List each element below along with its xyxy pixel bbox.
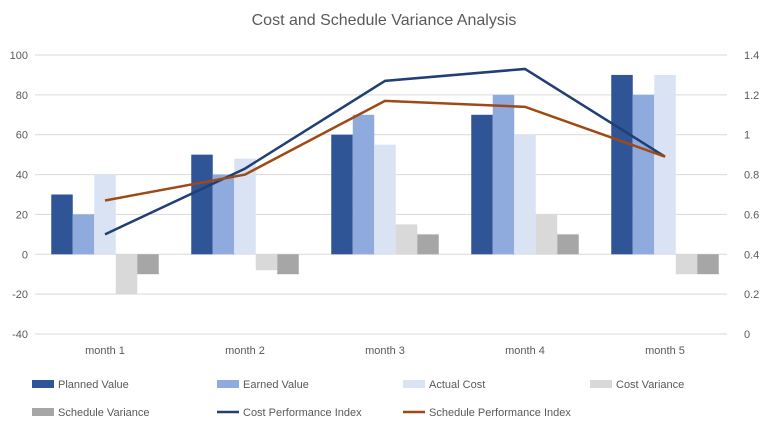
bar-earned-value: [72, 214, 95, 255]
y2-tick-label: 0: [744, 329, 750, 341]
legend-earned-value-label: Earned Value: [243, 379, 309, 391]
y2-tick-label: 0.4: [744, 249, 759, 261]
bar-planned-value: [471, 114, 493, 255]
y2-tick-label: 0.6: [744, 209, 759, 221]
bar-planned-value: [191, 154, 213, 255]
line-cost-performance-index: [104, 67, 666, 236]
bar-actual-cost: [654, 74, 676, 255]
line-schedule-performance-index: [104, 99, 666, 202]
bar-cost-variance: [535, 214, 558, 255]
x-tick-label: month 5: [645, 345, 685, 357]
bar-earned-value: [212, 174, 235, 255]
y2-tick-label: 0.8: [744, 170, 759, 182]
bar-planned-value: [611, 74, 633, 255]
bar-earned-value: [632, 94, 655, 255]
bar-schedule-variance: [417, 234, 439, 255]
y2-tick-label: 1: [744, 130, 750, 142]
x-tick-label: month 3: [365, 345, 405, 357]
y-tick-label: -40: [12, 329, 28, 341]
bar-earned-value: [352, 114, 375, 255]
x-tick-label: month 2: [225, 345, 265, 357]
legend-cost-variance-label: Cost Variance: [616, 379, 684, 391]
bar-schedule-variance: [277, 254, 299, 275]
bar-planned-value: [331, 134, 353, 255]
legend-planned-value-swatch: [32, 380, 54, 388]
bar-schedule-variance: [697, 254, 719, 275]
x-tick-label: month 1: [85, 345, 125, 357]
legend-cost-performance-index-label: Cost Performance Index: [243, 407, 362, 419]
bar-schedule-variance: [557, 234, 579, 255]
y2-tick-label: 1.2: [744, 90, 759, 102]
y-tick-label: 80: [16, 90, 28, 102]
bar-actual-cost: [374, 144, 396, 255]
chart-title: Cost and Schedule Variance Analysis: [252, 12, 517, 29]
legend-schedule-performance-index-label: Schedule Performance Index: [429, 407, 571, 419]
bar-cost-variance: [395, 224, 418, 255]
legend-cost-variance-swatch: [590, 380, 612, 388]
y-tick-label: 20: [16, 209, 28, 221]
bar-cost-variance: [115, 254, 138, 295]
bar-cost-variance: [255, 254, 278, 271]
bar-cost-variance: [675, 254, 698, 275]
legend-earned-value-swatch: [217, 380, 239, 388]
legend-actual-cost-label: Actual Cost: [429, 379, 485, 391]
y-tick-label: 100: [10, 50, 28, 62]
bar-actual-cost: [94, 174, 116, 255]
y2-tick-label: 0.2: [744, 289, 759, 301]
legend-planned-value-label: Planned Value: [58, 379, 129, 391]
y2-tick-label: 1.4: [744, 50, 759, 62]
legend-actual-cost-swatch: [403, 380, 425, 388]
bar-earned-value: [492, 94, 515, 255]
y-tick-label: 60: [16, 130, 28, 142]
bar-schedule-variance: [137, 254, 159, 275]
bar-actual-cost: [234, 158, 256, 255]
y-tick-label: 40: [16, 170, 28, 182]
bar-actual-cost: [514, 134, 536, 255]
x-tick-label: month 4: [505, 345, 545, 357]
legend-schedule-variance-label: Schedule Variance: [58, 407, 150, 419]
bar-planned-value: [51, 194, 73, 255]
legend-schedule-variance-swatch: [32, 408, 54, 416]
y-tick-label: -20: [12, 289, 28, 301]
y-tick-label: 0: [22, 249, 28, 261]
